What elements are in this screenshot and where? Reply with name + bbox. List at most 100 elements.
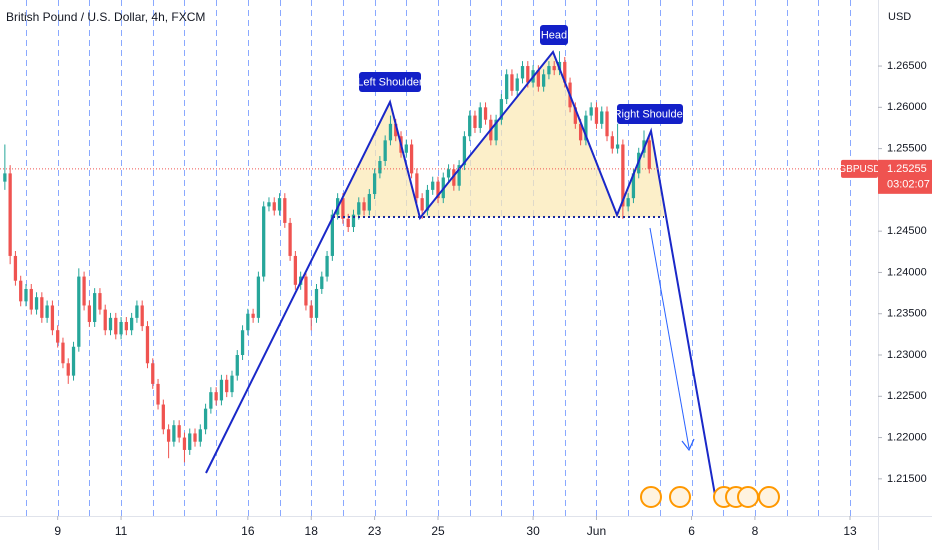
candle-body [50, 305, 55, 331]
candle-body [367, 194, 371, 211]
axes: 9 11 16 18 23 25 30 Jun 6 8 13 1.21500 1.22000 1.2250… [0, 60, 932, 538]
candle-body [114, 317, 118, 335]
candle-body [61, 342, 65, 364]
candle-body [87, 305, 92, 322]
annotation: Head [540, 25, 568, 45]
candle-body [140, 305, 144, 327]
annotation-box [359, 72, 421, 92]
candle-body [19, 280, 23, 302]
candle-body [124, 321, 128, 331]
x-tick-label: 11 [115, 524, 128, 538]
candle-body [631, 173, 636, 199]
candle-body [478, 107, 482, 128]
candle-body [594, 107, 599, 124]
candle-body [378, 160, 382, 174]
annotation-label: Head [541, 29, 567, 41]
candle-body [372, 173, 377, 195]
candle-body [526, 66, 530, 83]
candle-body [24, 288, 28, 302]
candle-body [214, 392, 218, 401]
x-tick-label: Jun [587, 524, 606, 538]
candle-body [3, 173, 7, 182]
candle-body [293, 255, 298, 285]
event-icon[interactable] [669, 486, 691, 508]
candle-body [578, 123, 583, 141]
symbol-label: GBPUSD [838, 164, 880, 175]
candle-body [409, 144, 414, 174]
candle-body [309, 305, 313, 318]
candle-body [320, 276, 324, 289]
annotation-label: Right Shoulder [614, 108, 687, 120]
candle-body [235, 355, 239, 376]
x-tick-label: 6 [688, 524, 695, 538]
y-tick-label: 1.22000 [887, 431, 927, 443]
candle-body [420, 198, 424, 211]
event-icon[interactable] [737, 486, 759, 508]
candle-body [267, 202, 271, 207]
candle-body [325, 255, 329, 277]
candle-body [621, 144, 625, 207]
candle-body [188, 433, 192, 450]
y-tick-label: 1.25500 [887, 143, 927, 155]
candle-body [563, 61, 567, 83]
candle-body [431, 181, 435, 190]
candle-body [277, 198, 282, 211]
candle-body [515, 78, 519, 91]
y-tick-label: 1.23000 [887, 349, 927, 361]
y-tick-label: 1.24000 [887, 266, 927, 278]
candle-body [605, 111, 609, 137]
candle-body [383, 140, 387, 161]
projection-arrow [649, 227, 690, 449]
candle-body [446, 169, 451, 178]
candle-body [357, 202, 361, 215]
candle-body [256, 276, 261, 318]
x-tick-label: 30 [526, 524, 540, 538]
candle-body [135, 305, 139, 318]
candle-body [8, 173, 12, 256]
event-icon[interactable] [758, 486, 780, 508]
candle-body [166, 429, 171, 442]
candle-body [98, 293, 102, 310]
candle-body [13, 255, 18, 281]
candle-body [193, 433, 197, 442]
candle-body [520, 66, 525, 79]
candle-body [66, 363, 70, 376]
x-tick-label: 23 [368, 524, 382, 538]
candle-body [536, 70, 540, 87]
candle-body [304, 276, 308, 306]
candle-body [462, 136, 467, 166]
x-tick-label: 9 [54, 524, 61, 538]
candle-body [552, 66, 556, 71]
candle-body [647, 140, 651, 169]
candle-body [468, 115, 472, 137]
candle-body [314, 288, 319, 318]
candle-body [34, 297, 39, 310]
countdown-label: 03:02:07 [887, 179, 930, 191]
candle-body [494, 119, 498, 141]
candle-body [251, 313, 255, 318]
candle-body [45, 305, 49, 318]
event-icons [640, 486, 780, 508]
candle-body [547, 66, 551, 75]
annotation: Left Shoulder [357, 72, 423, 92]
y-tick-label: 1.26500 [887, 60, 927, 72]
pattern-line [205, 50, 716, 496]
annotation-box [617, 104, 683, 124]
candle-body [93, 293, 97, 322]
annotation: Right Shoulder [614, 104, 687, 124]
candle-body [71, 346, 76, 376]
candle-body [584, 115, 588, 141]
symbol-box [841, 159, 878, 178]
candle-body [262, 206, 266, 277]
candle-body [505, 74, 509, 100]
candle-body [573, 107, 577, 124]
last-price-box [878, 159, 932, 194]
candle-body [330, 214, 334, 256]
y-tick-label: 1.23500 [887, 308, 927, 320]
candle-body [219, 379, 224, 401]
event-icon[interactable] [640, 486, 662, 508]
annotation-box [540, 25, 568, 45]
y-tick-label: 1.26000 [887, 101, 927, 113]
